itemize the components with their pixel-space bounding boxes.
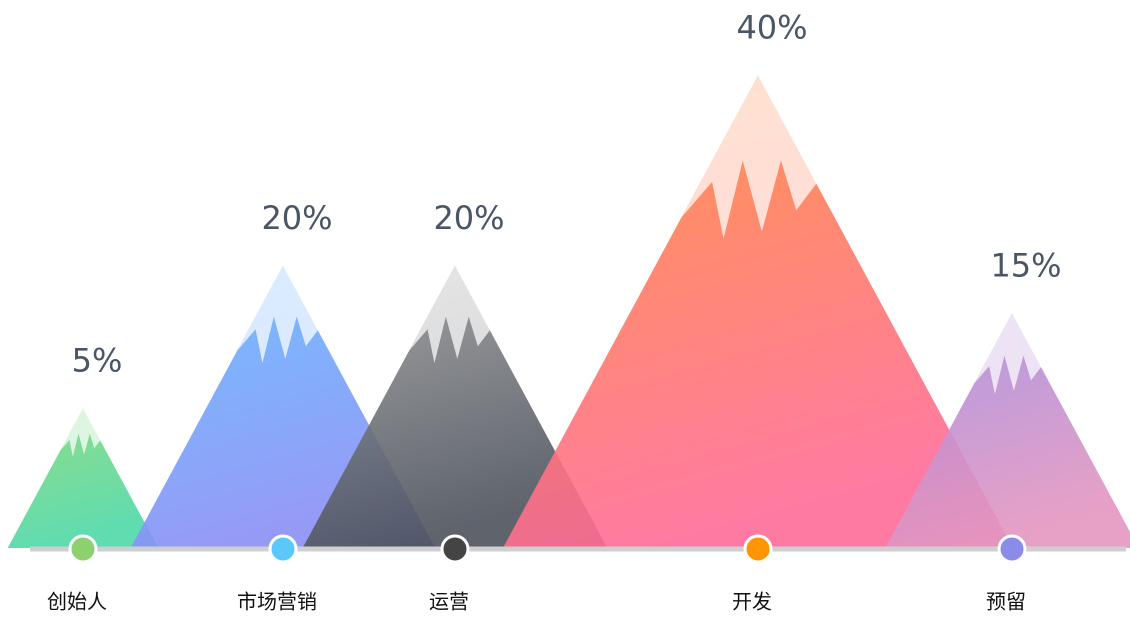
snow-cap — [237, 265, 322, 364]
snow-cap — [681, 75, 824, 239]
mountain — [302, 265, 608, 548]
snow-cap — [409, 265, 494, 364]
value-label: 20% — [261, 199, 332, 237]
value-label: 20% — [433, 199, 504, 237]
mountain — [7, 408, 159, 548]
marker-dot — [440, 534, 470, 564]
category-label: 预留 — [986, 590, 1026, 614]
mountain — [502, 75, 1014, 548]
category-label: 市场营销 — [237, 590, 317, 614]
marker-dot — [68, 534, 98, 564]
marker-dot — [743, 534, 773, 564]
mountain — [885, 313, 1130, 548]
category-label: 开发 — [732, 590, 772, 614]
value-label: 40% — [736, 9, 807, 47]
category-label: 运营 — [429, 590, 469, 614]
labels: 5% 创始人 20% 市场营销 20% 运营 40% 开发 15% 预留 — [47, 9, 1062, 614]
marker-dot — [997, 534, 1027, 564]
value-label: 15% — [990, 246, 1061, 284]
snow-cap — [973, 313, 1045, 395]
snow-cap — [60, 408, 103, 457]
category-label: 创始人 — [47, 590, 107, 614]
marker-dot — [268, 534, 298, 564]
value-label: 5% — [72, 341, 123, 379]
mountains — [7, 75, 1130, 548]
